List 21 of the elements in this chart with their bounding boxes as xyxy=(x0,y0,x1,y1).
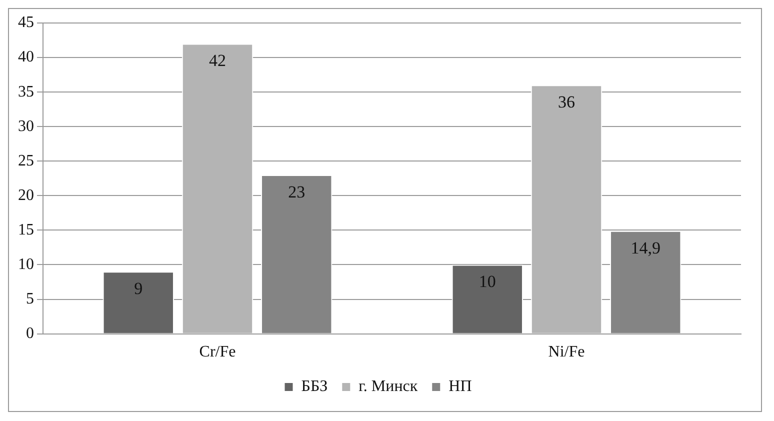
legend-label: г. Минск xyxy=(358,378,418,396)
x-tick-label: Cr/Fe xyxy=(199,344,236,361)
y-tick-label: 0 xyxy=(26,325,34,342)
x-tick-label: Ni/Fe xyxy=(548,344,585,361)
y-tick-label: 10 xyxy=(18,256,34,273)
data-label: 14,9 xyxy=(630,238,660,258)
y-tick-label: 35 xyxy=(18,83,34,100)
y-tick-label: 15 xyxy=(18,221,34,238)
data-label: 23 xyxy=(288,182,306,202)
legend-label: ББЗ xyxy=(301,378,328,396)
data-label: 42 xyxy=(209,51,226,70)
data-label: 10 xyxy=(478,272,496,292)
legend-label: НП xyxy=(448,378,472,396)
data-label: 36 xyxy=(558,92,575,112)
data-label: 9 xyxy=(134,279,143,298)
y-tick-label: 20 xyxy=(18,186,34,204)
y-tick-label: 30 xyxy=(18,118,34,135)
y-tick-label: 40 xyxy=(18,48,34,66)
y-tick-label: 25 xyxy=(18,152,34,170)
y-tick-label: 5 xyxy=(26,290,34,308)
y-tick-label: 45 xyxy=(18,14,34,32)
